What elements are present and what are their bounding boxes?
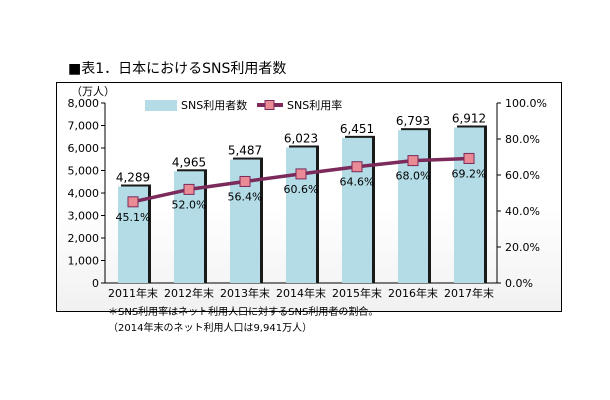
bar-value-label: 6,023 — [284, 131, 318, 145]
footnote-population: （2014年末のネット利用人口は9,941万人） — [108, 323, 313, 334]
legend-line-label: SNS利用率 — [287, 98, 342, 112]
x-tick-label: 2015年末 — [332, 286, 382, 300]
y2-tick-label: 40.0% — [505, 205, 540, 218]
bar-value-label: 4,289 — [116, 170, 150, 184]
y-tick-label: 5,000 — [68, 165, 100, 178]
y-tick-label: 1,000 — [68, 255, 100, 268]
chart-canvas: （万人） SNS利用者数 SNS利用率 0 1,000 2,000 3,000 4,00… — [68, 85, 547, 300]
y-tick-label: 4,000 — [68, 187, 100, 200]
rate-marker — [295, 168, 307, 180]
rate-value-label: 52.0% — [172, 198, 207, 211]
bar — [454, 127, 484, 283]
y-tick-label: 0 — [92, 277, 99, 290]
y-tick-label: 8,000 — [68, 97, 100, 110]
bar-value-label: 6,793 — [396, 114, 430, 128]
legend: SNS利用者数 SNS利用率 — [145, 98, 342, 112]
rate-value-label: 60.6% — [284, 183, 319, 196]
legend-bar-label: SNS利用者数 — [181, 99, 247, 112]
chart-frame: （万人） SNS利用者数 SNS利用率 0 1,000 2,000 3,000 4,00… — [56, 82, 562, 312]
rate-value-label: 64.6% — [340, 176, 375, 189]
x-tick-label: 2014年末 — [276, 286, 326, 300]
x-tick-label: 2012年末 — [164, 286, 214, 300]
legend-line-marker — [264, 100, 275, 110]
bar-value-label: 4,965 — [172, 155, 206, 169]
y-axis-unit-label: （万人） — [71, 85, 115, 98]
bar-value-label: 6,451 — [340, 122, 374, 136]
rate-value-label: 69.2% — [452, 167, 487, 180]
y2-tick-label: 0.0% — [505, 277, 533, 290]
bar — [286, 147, 316, 283]
legend-bar-swatch — [145, 100, 177, 111]
rate-marker — [463, 152, 475, 164]
rate-marker — [183, 183, 195, 195]
rate-marker — [239, 175, 251, 187]
rate-value-label: 56.4% — [228, 190, 263, 203]
y-tick-label: 3,000 — [68, 210, 100, 223]
y2-tick-label: 100.0% — [505, 97, 547, 110]
rate-marker — [127, 196, 139, 208]
x-tick-label: 2013年末 — [220, 286, 270, 300]
chart-title: ■表1．日本におけるSNS利用者数 — [68, 61, 287, 77]
rate-value-label: 45.1% — [116, 211, 151, 224]
y2-tick-label: 60.0% — [505, 169, 540, 182]
rate-marker — [407, 155, 419, 167]
x-tick-label: 2011年末 — [108, 286, 158, 300]
bar — [342, 137, 372, 283]
bar — [398, 130, 428, 283]
y-tick-label: 2,000 — [68, 232, 100, 245]
bar-value-label: 5,487 — [228, 144, 262, 158]
x-tick-label: 2016年末 — [388, 286, 438, 300]
bar-value-label: 6,912 — [452, 111, 486, 125]
y-tick-label: 7,000 — [68, 120, 100, 133]
rate-marker — [351, 161, 363, 173]
y2-tick-label: 20.0% — [505, 241, 540, 254]
rate-value-label: 68.0% — [396, 170, 431, 183]
footnote-definition: ＊SNS利用率はネット利用人口に対するSNS利用者の割合。 — [108, 307, 379, 318]
x-tick-label: 2017年末 — [444, 286, 494, 300]
y-tick-label: 6,000 — [68, 142, 100, 155]
y2-tick-label: 80.0% — [505, 133, 540, 146]
